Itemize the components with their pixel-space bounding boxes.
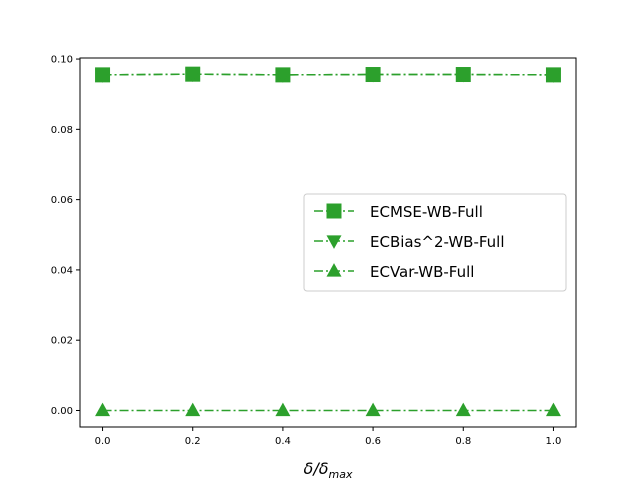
data-point bbox=[275, 402, 291, 417]
y-tick-label: 0.04 bbox=[51, 265, 73, 276]
data-point bbox=[185, 402, 201, 417]
x-tick-label: 0.2 bbox=[185, 436, 201, 447]
plot-frame bbox=[79, 57, 577, 428]
legend-entry: ECVar-WB-Full bbox=[314, 263, 474, 281]
series-layer bbox=[95, 66, 561, 417]
x-tick-label: 0.0 bbox=[95, 436, 111, 447]
data-point bbox=[455, 402, 471, 417]
y-tick-label: 0.06 bbox=[51, 195, 73, 206]
y-tick-label: 0.02 bbox=[51, 336, 73, 347]
x-tick-label: 0.6 bbox=[365, 436, 381, 447]
ticks-layer: 0.0 0.2 0.4 0.6 0.8 1.0 0.00 0.02 0.04 0.06 0.08 0.… bbox=[51, 55, 562, 447]
data-point bbox=[455, 68, 471, 83]
y-tick-label: 0.10 bbox=[51, 55, 73, 66]
data-point bbox=[365, 68, 381, 83]
series bbox=[95, 68, 561, 83]
legend-entry: ECBias^2-WB-Full bbox=[314, 233, 505, 251]
x-tick-label: 1.0 bbox=[546, 436, 562, 447]
series-line bbox=[102, 73, 554, 76]
series bbox=[95, 402, 561, 417]
x-axis-label-subscript: max bbox=[329, 468, 353, 480]
data-point bbox=[545, 69, 561, 83]
legend-marker bbox=[326, 203, 342, 219]
legend-label: ECBias^2-WB-Full bbox=[370, 233, 505, 251]
data-point bbox=[365, 402, 381, 417]
data-point bbox=[95, 402, 111, 417]
legend-label: ECMSE-WB-Full bbox=[370, 203, 483, 221]
data-point bbox=[95, 69, 111, 83]
x-axis-label-main: δ/δ bbox=[304, 459, 329, 478]
x-tick-label: 0.4 bbox=[275, 436, 291, 447]
y-tick-label: 0.00 bbox=[51, 406, 73, 417]
legend-marker bbox=[326, 235, 342, 249]
x-axis-label: δ/δmax bbox=[304, 459, 353, 480]
data-point bbox=[275, 69, 291, 83]
data-point bbox=[545, 402, 561, 417]
legend-box bbox=[303, 193, 567, 292]
x-tick-label: 0.8 bbox=[455, 436, 471, 447]
data-point bbox=[185, 68, 201, 83]
legend: ECMSE-WB-Full ECBias^2-WB-Full ECVar-WB-Fu… bbox=[303, 193, 567, 292]
legend-marker bbox=[326, 263, 342, 277]
legend-entry: ECMSE-WB-Full bbox=[314, 203, 483, 221]
legend-label: ECVar-WB-Full bbox=[370, 263, 474, 281]
y-tick-label: 0.08 bbox=[51, 125, 73, 136]
